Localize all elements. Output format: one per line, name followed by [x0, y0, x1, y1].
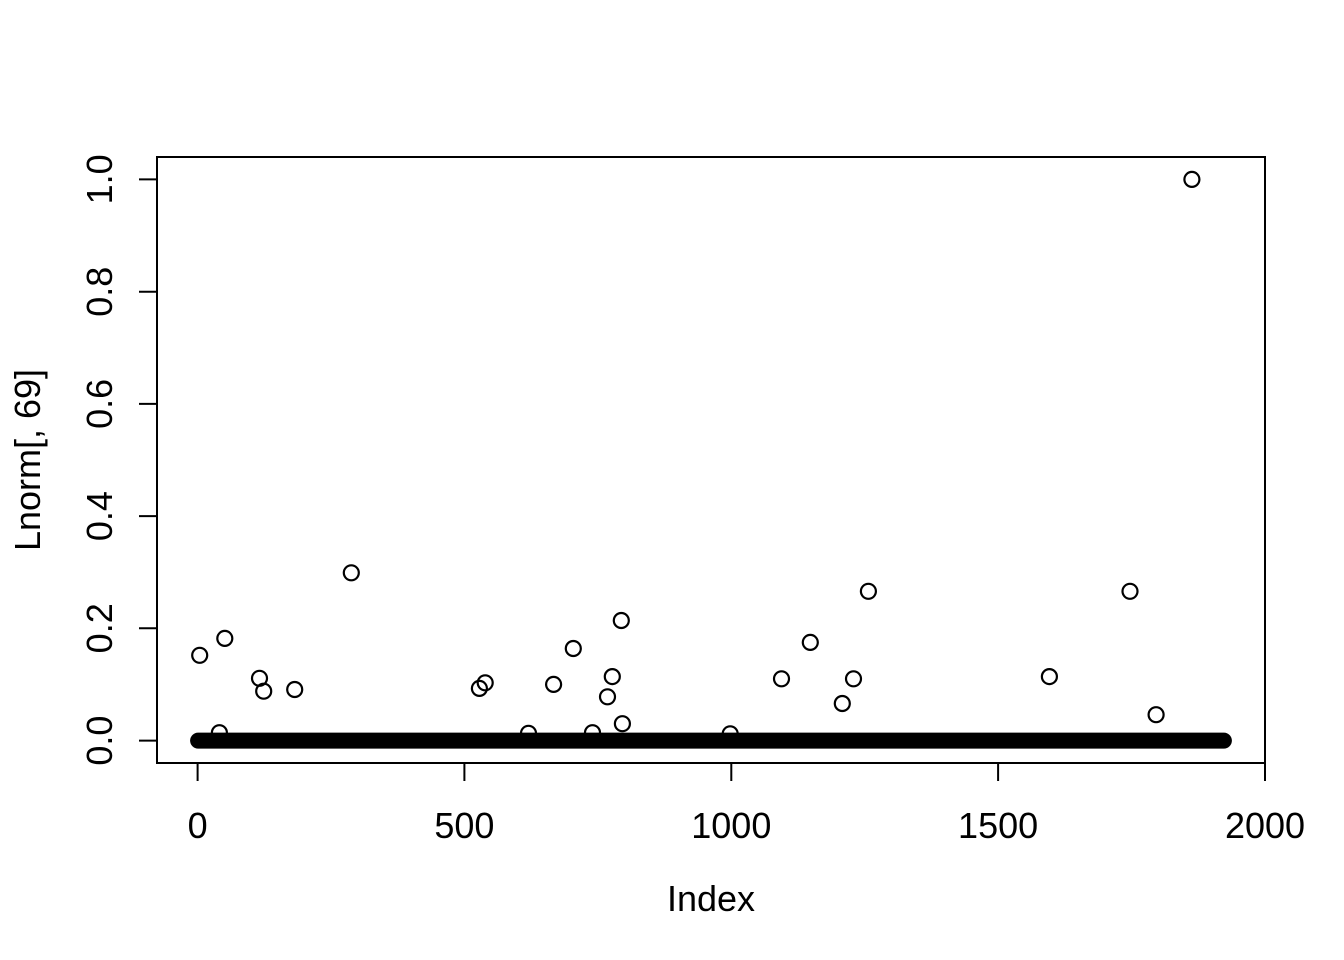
data-point	[772, 670, 791, 688]
data-point	[476, 674, 494, 692]
y-tick-label: 0.0	[79, 716, 120, 766]
data-point	[191, 646, 209, 664]
y-tick-label: 0.2	[79, 603, 120, 653]
x-tick-label: 2000	[1225, 805, 1305, 846]
plot-box	[156, 156, 1266, 764]
x-tick-label: 0	[188, 805, 208, 846]
data-point	[598, 688, 617, 706]
x-tick-label: 500	[434, 805, 494, 846]
data-point	[342, 564, 360, 582]
data-point	[612, 611, 630, 630]
data-point	[470, 679, 488, 698]
data-point	[1183, 170, 1201, 188]
data-point	[801, 633, 819, 652]
x-tick-label: 1500	[958, 805, 1038, 846]
data-point	[1040, 667, 1059, 686]
x-tick-label: 1000	[691, 805, 771, 846]
data-point	[859, 582, 878, 600]
data-point	[255, 682, 273, 700]
data-point	[603, 667, 621, 686]
data-point	[564, 639, 582, 658]
y-tick-label: 0.8	[79, 267, 120, 317]
data-point	[613, 715, 632, 733]
data-point	[844, 670, 863, 688]
y-axis-title: Lnorm[, 69]	[7, 368, 48, 552]
data-point	[1147, 706, 1165, 724]
data-point	[216, 629, 234, 648]
y-tick-label: 0.6	[79, 379, 120, 429]
data-point	[286, 680, 304, 699]
y-tick-label: 0.4	[79, 491, 120, 541]
data-point	[833, 694, 851, 713]
data-point	[1121, 582, 1139, 600]
y-tick-label: 1.0	[79, 154, 120, 204]
x-axis-title: Index	[666, 878, 756, 919]
data-point	[544, 675, 563, 694]
